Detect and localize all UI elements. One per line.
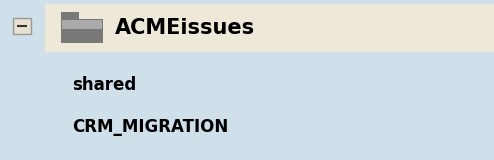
FancyBboxPatch shape: [45, 4, 494, 52]
Text: shared: shared: [72, 76, 136, 94]
Text: ACMEissues: ACMEissues: [115, 18, 255, 38]
FancyBboxPatch shape: [61, 19, 103, 43]
FancyBboxPatch shape: [61, 12, 79, 21]
FancyBboxPatch shape: [13, 18, 31, 34]
Text: CRM_MIGRATION: CRM_MIGRATION: [72, 118, 228, 136]
FancyBboxPatch shape: [62, 20, 102, 29]
